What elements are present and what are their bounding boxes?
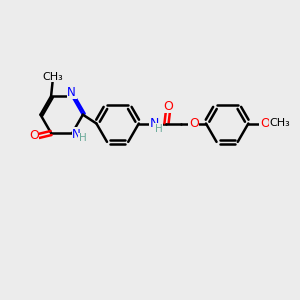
Text: O: O <box>189 117 199 130</box>
Text: H: H <box>79 133 86 143</box>
Text: O: O <box>29 130 39 142</box>
Text: N: N <box>72 128 81 141</box>
Text: CH₃: CH₃ <box>42 72 63 82</box>
Text: O: O <box>260 117 270 130</box>
Text: N: N <box>67 86 76 99</box>
Text: H: H <box>155 124 162 134</box>
Text: CH₃: CH₃ <box>270 118 291 128</box>
Text: O: O <box>164 100 173 112</box>
Text: N: N <box>149 117 159 130</box>
